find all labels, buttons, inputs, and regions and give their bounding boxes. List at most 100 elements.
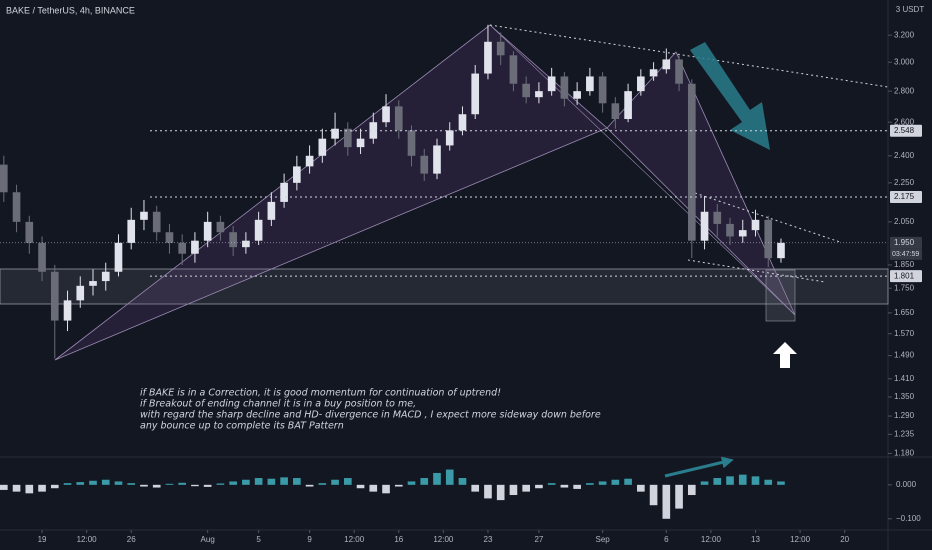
candle-body [586,76,594,92]
chart-title: BAKE / TetherUS, 4h, BINANCE [6,5,135,15]
candle-body [535,91,543,98]
level-label: 1.801 [894,271,915,280]
macd-bar [165,483,174,485]
macd-bar [458,478,467,485]
macd-bar [433,472,441,485]
candle-body [369,122,378,139]
candle-body [509,55,518,84]
y-tick-label: 1.410 [894,374,915,383]
y-tick-label: 3.200 [894,30,915,39]
candle-body [433,145,441,174]
candle-body [751,219,760,231]
macd-bar [700,481,709,485]
macd-bar [25,484,34,494]
candle-body [101,271,110,282]
marks [0,24,785,519]
macd-bar [293,478,301,485]
macd-bar [764,479,773,485]
x-tick-label: 19 [38,535,47,544]
macd-bar [382,484,390,494]
prz-box [765,269,796,322]
candle-body [318,138,327,156]
x-tick-label: 26 [127,535,136,544]
x-tick-label: Aug [201,535,215,544]
level-label: 2.548 [894,126,915,135]
macd-bar [331,479,339,485]
macd-bar [114,481,123,485]
candle-body [127,219,136,243]
macd-bar [726,476,734,485]
macd-bar [305,484,314,487]
macd-bar [178,482,187,485]
y-tick-label: 1.180 [894,449,915,458]
candle-body [331,128,339,139]
candle-body [356,138,365,148]
macd-arrow [664,456,734,478]
plot-bg [0,0,888,530]
macd-bar [0,484,8,490]
x-tick-label: 12:00 [77,535,98,544]
macd-bar [50,484,59,489]
candle-body [458,114,467,131]
y-tick-label: 1.650 [894,308,915,317]
channel-bottom [687,259,826,283]
candle-body [152,211,161,233]
candle-body [726,223,734,237]
macd-bar [369,484,378,492]
candle-body [420,155,429,174]
macd-bar [496,484,505,501]
support-zone [0,268,889,305]
candle-body [471,73,480,115]
y-tick-label: 2.800 [894,86,915,95]
macd-bar [509,484,518,496]
candle-body [63,300,72,321]
macd-bar [713,478,722,485]
candle-body [675,59,683,84]
macd-bar [318,483,327,485]
candle-body [573,91,581,99]
x-tick-label: 16 [394,535,403,544]
y2-tick-label: −0.100 [896,514,921,523]
x-tick-label: 6 [664,535,669,544]
candle-body [38,242,46,272]
candle-body [12,192,21,222]
macd-bar [242,479,250,485]
currency: 3 USDT [896,5,925,14]
candle-body [382,106,390,123]
candle-body [700,211,709,241]
note: if BAKE is in a Correction, it is good m… [140,388,501,399]
candle-body [242,240,250,248]
macd-bar [420,478,429,485]
countdown: 03:47:59 [892,251,919,258]
macd-bar [89,480,97,485]
macd-bar [356,484,365,489]
level-label-box [890,191,922,204]
candle-body [280,182,288,202]
macd-bar [267,478,276,485]
macd-bar [649,484,658,506]
x-tick-label: 5 [256,535,261,544]
macd-bar [535,484,543,489]
down-arrow [690,42,770,150]
countdown-box [890,248,922,260]
candle-body [140,211,148,220]
y-tick-label: 1.490 [894,351,915,360]
candle-body [637,76,645,92]
macd-bar [63,483,72,485]
x-tick-label: 12:00 [433,535,454,544]
candle-body [203,221,212,241]
level-label: 2.175 [894,192,915,201]
level-label-box [890,124,922,137]
candle-body [114,242,123,272]
trend-line [489,24,889,88]
candle-body [89,281,97,286]
candle-body [713,211,722,224]
level-label-box [890,236,922,249]
candle-body [178,242,187,254]
macd-bar [560,484,569,488]
candle-body [305,155,314,167]
macd-bar [343,478,352,485]
macd-bar [573,484,581,489]
